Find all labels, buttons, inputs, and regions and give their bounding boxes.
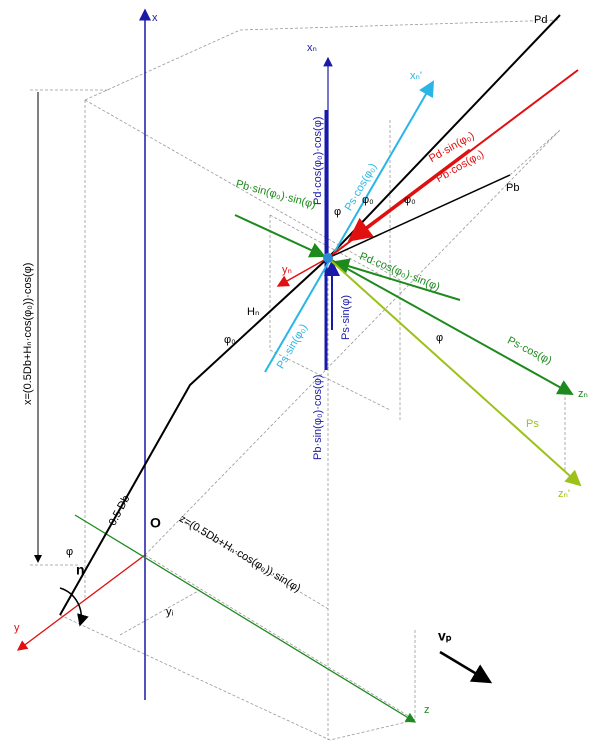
- label: Pd·cos(φ₀)·cos(φ): [312, 117, 324, 206]
- label: Pb·sin(φ₀)·sin(φ): [234, 178, 317, 211]
- label: x=(0.5Db+Hₙ·cos(φ₀))·cos(φ): [22, 263, 34, 405]
- body: {"labels": { "x_axis": "x", "xn": "xₙ", …: [0, 0, 597, 744]
- label: vₚ: [438, 628, 452, 644]
- label: y: [14, 622, 20, 634]
- label: Hₙ: [247, 306, 259, 318]
- label: φ: [436, 332, 443, 344]
- label: Pd: [534, 14, 547, 26]
- label: yₙ: [282, 264, 292, 276]
- label: z: [424, 704, 430, 716]
- label: yᵢ: [166, 606, 174, 618]
- label: z=(0.5Db+Hₙ·cos(φ₀))·sin(φ): [177, 513, 303, 595]
- label: zₙ: [578, 388, 588, 400]
- label: φ: [66, 546, 73, 558]
- label: xₙ': [410, 70, 422, 82]
- label: φ₀: [404, 194, 416, 206]
- force-ps: [328, 258, 580, 485]
- vp-arrow: [440, 652, 490, 682]
- label: Pb·sin(φ₀)·cos(φ): [312, 375, 324, 460]
- label: x: [152, 12, 158, 24]
- label: xₙ: [307, 42, 317, 54]
- zn-axis: [328, 258, 572, 394]
- label: n: [76, 562, 85, 578]
- label: Pb: [506, 182, 519, 194]
- label: φ₀: [224, 334, 236, 346]
- label: 0.5 Db: [107, 494, 133, 528]
- diagram: x xₙ xₙ' Pd Pd·sin(φ₀) Pb·cos(φ₀) Ps·cos…: [0, 0, 597, 744]
- guide-lines: [30, 20, 565, 740]
- label: Ps·cos(φ): [505, 335, 553, 368]
- force-pb-sin-sin: [235, 215, 324, 256]
- label: φ: [334, 206, 341, 218]
- label: zₙ': [558, 488, 570, 500]
- arm: [60, 15, 560, 615]
- labels: x xₙ xₙ' Pd Pd·sin(φ₀) Pb·cos(φ₀) Ps·cos…: [14, 12, 588, 716]
- label: Ps: [526, 418, 539, 430]
- label: φ₀: [362, 194, 374, 206]
- rotation-arc: [60, 588, 81, 625]
- page: Force diagram body { margin: 0; backgrou…: [0, 0, 597, 744]
- label: O: [150, 515, 161, 531]
- label: Ps·sin(φ): [340, 295, 352, 340]
- hub: [323, 253, 333, 263]
- z-axis: [75, 515, 415, 722]
